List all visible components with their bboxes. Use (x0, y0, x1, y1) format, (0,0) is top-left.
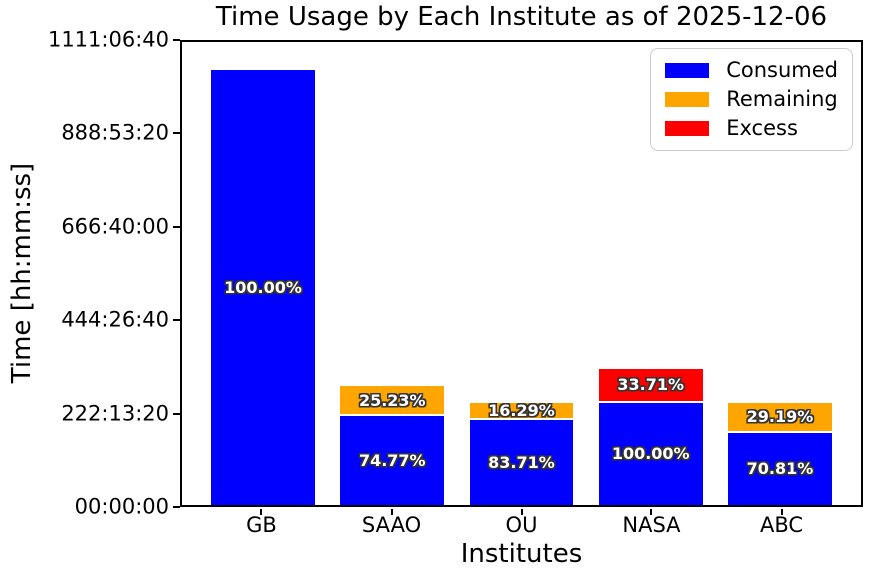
bar-segment-remaining: 29.19% (728, 402, 832, 433)
y-tick-label: 888:53:20 (61, 120, 169, 145)
bar-segment-remaining: 16.29% (469, 400, 574, 420)
bar-gb: 100.00% (211, 42, 315, 505)
legend-swatch-excess (665, 121, 710, 136)
bar-nasa: 100.00% 33.71% (598, 42, 703, 505)
y-tick-label: 444:26:40 (61, 307, 169, 332)
bar-segment-remaining: 25.23% (340, 386, 445, 417)
y-tick-label: 00:00:00 (74, 494, 169, 519)
percent-label: 33.71% (617, 375, 685, 395)
bar-segment-consumed: 100.00% (598, 402, 703, 505)
y-tick-label: 1111:06:40 (47, 27, 169, 52)
y-tick-mark (173, 319, 180, 322)
y-tick-mark (173, 132, 180, 135)
x-tick-label-saao: SAAO (361, 513, 422, 537)
legend-label-consumed: Consumed (726, 58, 838, 82)
y-tick-label: 222:13:20 (61, 401, 169, 426)
legend: Consumed Remaining Excess (650, 48, 853, 151)
y-tick-label: 666:40:00 (61, 214, 169, 239)
bar-segment-consumed: 100.00% (211, 69, 315, 505)
x-tick-label-abc: ABC (759, 513, 804, 537)
bars-container: 100.00% 74.77% 25.23% 83.71% 16.29% 100.00% 33… (182, 42, 861, 505)
bar-segment-consumed: 74.77% (340, 416, 445, 505)
x-tick-mark (650, 509, 653, 515)
bar-segment-consumed: 70.81% (728, 432, 832, 505)
y-tick-mark (173, 225, 180, 228)
legend-label-remaining: Remaining (726, 87, 838, 111)
bar-saao: 74.77% 25.23% (340, 42, 445, 505)
x-tick-mark (260, 509, 263, 515)
percent-label: 25.23% (358, 390, 426, 410)
bar-segment-consumed: 83.71% (469, 419, 574, 505)
x-tick-mark (520, 509, 523, 515)
percent-label: 16.29% (488, 400, 555, 420)
x-tick-label-nasa: NASA (622, 513, 681, 537)
legend-label-excess: Excess (726, 116, 798, 140)
percent-label: 70.81% (746, 459, 814, 479)
x-axis-label: Institutes (460, 539, 583, 569)
x-tick-label-gb: GB (246, 513, 277, 537)
legend-item-remaining: Remaining (665, 88, 838, 111)
legend-item-consumed: Consumed (665, 59, 838, 82)
percent-label: 29.19% (746, 407, 814, 427)
legend-swatch-consumed (665, 63, 710, 78)
bar-abc: 70.81% 29.19% (728, 42, 832, 505)
x-tick-mark (780, 509, 783, 515)
x-tick-label-ou: OU (505, 513, 538, 537)
y-axis-ticks: 00:00:00 222:13:20 444:26:40 666:40:00 888:5… (0, 29, 180, 517)
plot-area: 100.00% 74.77% 25.23% 83.71% 16.29% 100.00% 33… (180, 40, 863, 507)
y-tick-mark (173, 39, 180, 41)
bar-segment-excess: 33.71% (598, 368, 703, 403)
x-axis-ticks: GB SAAO OU NASA ABC (180, 507, 863, 541)
percent-label: 74.77% (358, 451, 426, 471)
y-tick-mark (173, 506, 180, 508)
y-tick-mark (173, 412, 180, 415)
percent-label: 83.71% (488, 452, 555, 472)
legend-item-excess: Excess (665, 117, 838, 140)
percent-label: 100.00% (224, 277, 302, 297)
percent-label: 100.00% (611, 444, 690, 464)
bar-ou: 83.71% 16.29% (469, 42, 574, 505)
legend-swatch-remaining (665, 92, 710, 107)
chart-title: Time Usage by Each Institute as of 2025-… (215, 2, 828, 32)
x-tick-mark (390, 509, 393, 515)
